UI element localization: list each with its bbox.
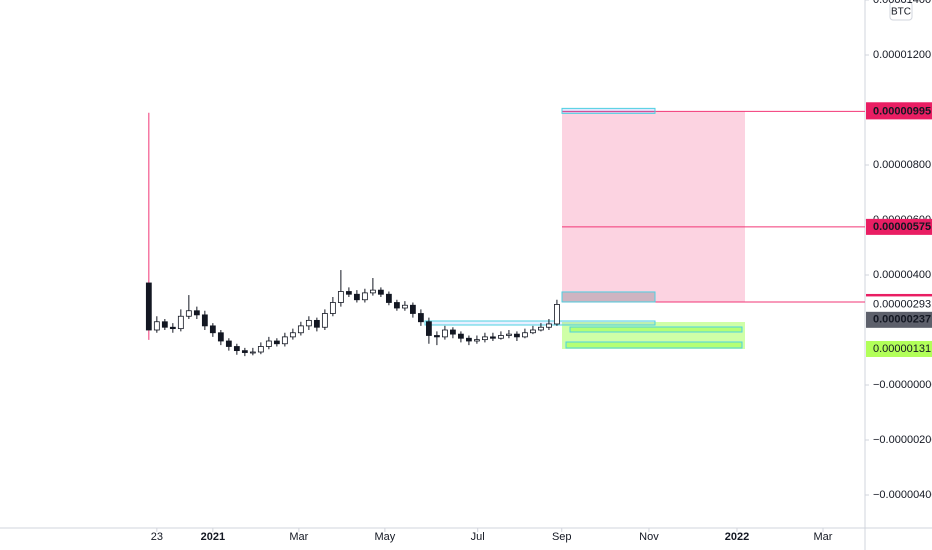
candle-body	[506, 333, 512, 336]
x-tick-label: May	[374, 531, 395, 543]
price-label-box	[866, 103, 932, 120]
box	[569, 326, 743, 333]
candle-body	[345, 291, 352, 295]
box	[561, 291, 656, 303]
candle-body	[257, 346, 264, 353]
candle-body	[554, 304, 560, 325]
candle-body	[185, 310, 192, 317]
candle-body	[530, 329, 536, 334]
y-tick-label: −0.00000000	[873, 379, 932, 391]
candle-body	[313, 319, 320, 328]
price-label: 0.00000575	[873, 221, 931, 233]
candle-body	[458, 333, 464, 339]
x-tick-label: Mar	[814, 531, 833, 543]
candle-body	[546, 323, 552, 328]
candle-body	[177, 315, 184, 330]
candle-body	[393, 302, 400, 309]
candle-body	[474, 339, 480, 342]
candle-body	[201, 314, 208, 327]
candle-body	[321, 313, 328, 328]
candle-body	[450, 329, 456, 335]
y-tick-label: −0.00000200	[873, 434, 932, 446]
currency-badge[interactable]	[889, 1, 913, 21]
box	[561, 107, 656, 114]
price-label-box	[866, 296, 932, 313]
x-tick-label: Nov	[639, 531, 659, 543]
candle-body	[514, 333, 520, 338]
box	[565, 341, 743, 349]
candle-body	[425, 321, 432, 336]
candle-body	[249, 351, 256, 354]
currency: BTC	[891, 7, 911, 18]
target-zone	[562, 111, 745, 302]
candle-body	[273, 340, 280, 345]
price-label-box	[866, 340, 932, 357]
candle-body	[289, 332, 296, 338]
candle-body	[522, 332, 528, 338]
candle-body	[466, 337, 472, 342]
candle-body	[161, 321, 168, 328]
y-tick-label: 0.00001400	[873, 0, 931, 6]
price-label-box	[866, 218, 932, 235]
x-tick-label: 2021	[201, 531, 225, 543]
price-label-box	[866, 311, 932, 328]
candle-body	[482, 336, 488, 341]
candle-body	[145, 282, 152, 331]
candle-body	[169, 326, 176, 330]
candle-body	[153, 321, 160, 331]
x-tick-label: Mar	[289, 531, 308, 543]
box	[424, 320, 656, 326]
candle-body	[434, 335, 440, 338]
price-label: 0.00000131	[873, 343, 931, 355]
x-tick-label: Sep	[552, 531, 572, 543]
candle-body	[490, 336, 496, 339]
stop-zone	[562, 322, 745, 349]
candle-body	[401, 304, 408, 309]
candle-body	[281, 336, 288, 345]
price-label: 0.00000293	[873, 298, 931, 310]
candle-body	[377, 289, 384, 295]
candle-body	[233, 346, 240, 352]
candle-body	[409, 304, 416, 314]
candle-body	[369, 289, 376, 294]
x-tick-label: 2022	[725, 531, 749, 543]
candle-body	[265, 340, 272, 347]
candle-body	[353, 293, 360, 301]
y-tick-label: −0.00000400	[873, 489, 932, 501]
x-tick-label: Jul	[471, 531, 485, 543]
y-tick-label: 0.00000400	[873, 269, 931, 281]
candle-body	[209, 325, 216, 334]
candle-body	[241, 350, 248, 353]
y-tick-label: 0.00001200	[873, 49, 931, 61]
y-tick-label: 0.00000800	[873, 159, 931, 171]
candle-body	[417, 313, 424, 323]
candle-body	[498, 335, 504, 339]
candle-body	[442, 329, 448, 338]
candle-body	[329, 302, 336, 314]
candle-body	[538, 326, 544, 331]
candle-body	[385, 293, 392, 303]
candle-body	[305, 319, 312, 327]
candle-body	[337, 291, 344, 303]
x-tick-label: 23	[151, 531, 163, 543]
candle-body	[225, 340, 232, 347]
candle-body	[297, 325, 304, 334]
candle-body	[361, 292, 368, 301]
price-label: 0.00000995	[873, 105, 931, 117]
candle-body	[193, 310, 200, 316]
price-label: 0.00000237	[873, 314, 931, 326]
candle-body	[217, 332, 224, 342]
